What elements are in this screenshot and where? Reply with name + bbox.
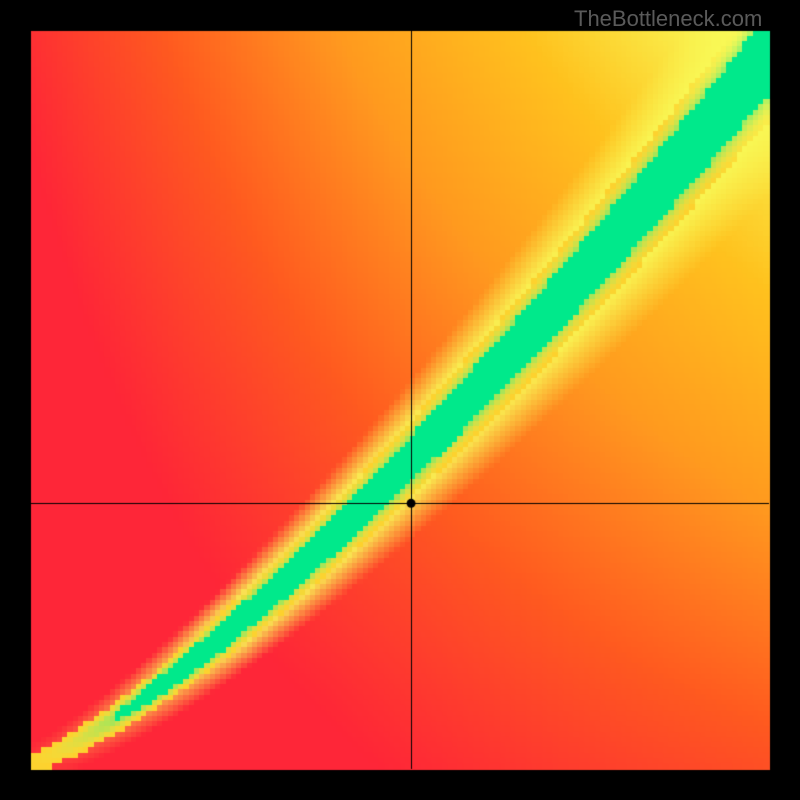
bottleneck-heatmap [0, 0, 800, 800]
watermark-text: TheBottleneck.com [574, 6, 762, 32]
chart-container: TheBottleneck.com [0, 0, 800, 800]
